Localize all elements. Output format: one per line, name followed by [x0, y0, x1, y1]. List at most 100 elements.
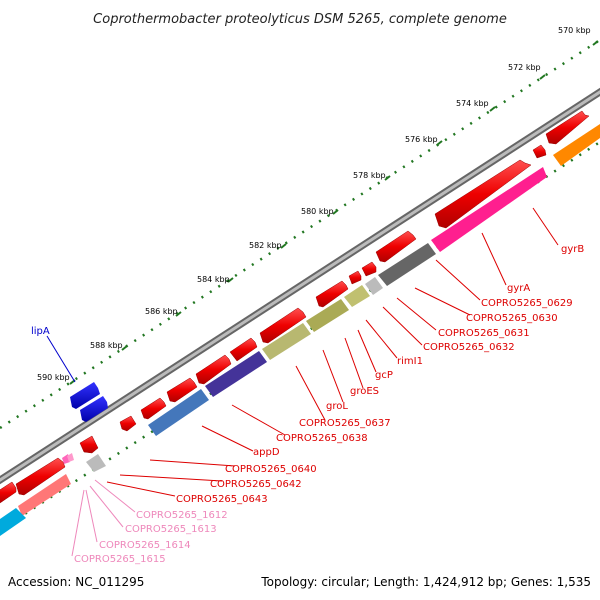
- leader-line: [396, 297, 437, 331]
- leader-line: [71, 489, 85, 557]
- genome-backbone: [0, 87, 600, 485]
- gene-label: COPRO5265_0643: [176, 494, 268, 505]
- forward-strand-genes: [0, 110, 590, 504]
- leader-line: [94, 479, 136, 513]
- gene-label: COPRO5265_0640: [225, 464, 317, 475]
- gene-arrow: [348, 270, 362, 285]
- gene-labels: gyrB gyrA COPRO5265_0629 COPRO5265_0630 …: [31, 244, 584, 565]
- gene-arrow: [15, 457, 66, 496]
- leader-line: [231, 404, 286, 436]
- leader-line: [435, 259, 481, 301]
- gene-arrow: [205, 351, 267, 397]
- gene-arrow: [166, 377, 198, 403]
- scale-tick-label: 584 kbp: [197, 275, 230, 284]
- gene-arrow: [315, 280, 349, 308]
- gene-label: groES: [350, 386, 379, 397]
- topology-summary: Topology: circular; Length: 1,424,912 bp…: [260, 575, 591, 589]
- gene-arrow: [0, 508, 26, 536]
- leader-line: [414, 287, 471, 316]
- leader-line: [119, 474, 223, 482]
- scale-tick-label: 580 kbp: [301, 207, 334, 216]
- gene-label: gyrB: [561, 244, 584, 255]
- gene-arrow: [545, 110, 590, 145]
- scale-tick-mark: [121, 345, 128, 351]
- gene-label: COPRO5265_1613: [125, 524, 217, 535]
- map-title: Coprothermobacter proteolyticus DSM 5265…: [93, 12, 507, 27]
- gene-label: COPRO5265_0632: [423, 342, 515, 353]
- label-leader-lines: [46, 207, 559, 557]
- leader-line: [85, 489, 98, 543]
- gene-arrow: [148, 389, 209, 436]
- leader-line: [322, 349, 344, 403]
- gene-arrow: [365, 277, 383, 295]
- outer-scale-ring: [0, 38, 600, 430]
- gene-label: COPRO5265_0631: [438, 328, 530, 339]
- gene-label: rimI1: [397, 356, 423, 367]
- gene-arrow: [431, 167, 547, 252]
- scale-tick-label: 576 kbp: [405, 135, 438, 144]
- scale-tick-mark: [175, 311, 182, 317]
- small-gene-markers: [62, 453, 106, 472]
- leader-line: [106, 481, 176, 497]
- gene-label: groL: [326, 401, 348, 412]
- scale-tick-mark: [489, 106, 496, 112]
- gene-arrow: [259, 307, 307, 344]
- gene-label: COPRO5265_0637: [299, 418, 391, 429]
- scale-tick-mark: [227, 277, 234, 283]
- leader-line: [295, 365, 326, 421]
- gene-arrow: [119, 415, 137, 432]
- leader-line: [46, 335, 76, 383]
- gene-label: gcP: [375, 370, 393, 381]
- leader-line: [532, 207, 559, 246]
- gene-arrow: [80, 396, 108, 422]
- scale-tick-mark: [436, 140, 443, 146]
- scale-tick-label: 570 kbp: [558, 26, 591, 35]
- gene-arrow: [375, 230, 417, 263]
- scale-tick-mark: [332, 209, 339, 215]
- gene-arrow: [67, 453, 74, 462]
- reverse-strand-genes: [0, 124, 600, 536]
- gene-label: COPRO5265_0630: [466, 313, 558, 324]
- gene-arrow: [195, 354, 232, 385]
- gene-arrow: [434, 159, 532, 229]
- scale-tick-mark: [280, 243, 287, 249]
- leader-line: [201, 425, 254, 452]
- scale-tick-mark: [592, 40, 599, 46]
- leader-line: [382, 306, 423, 346]
- gene-arrow: [553, 124, 600, 166]
- leader-line: [365, 319, 398, 359]
- gene-label: COPRO5265_0629: [481, 298, 573, 309]
- scale-tick-mark: [384, 175, 391, 181]
- gene-arrow: [378, 243, 436, 286]
- scale-tick-label: 578 kbp: [353, 171, 386, 180]
- accession-text: Accession: NC_011295: [8, 575, 144, 589]
- gene-arrow: [344, 285, 370, 307]
- gene-label: COPRO5265_0638: [276, 433, 368, 444]
- gene-arrow: [262, 323, 311, 360]
- gene-arrow: [79, 435, 99, 454]
- leader-line: [481, 232, 507, 286]
- gene-arrow: [361, 261, 377, 277]
- scale-ticks: 570 kbp 572 kbp 574 kbp 576 kbp 578 kbp …: [37, 26, 599, 385]
- scale-tick-label: 588 kbp: [90, 341, 123, 350]
- scale-tick-label: 582 kbp: [249, 241, 282, 250]
- gene-arrow: [140, 397, 167, 420]
- leader-line: [149, 459, 236, 467]
- scale-tick-label: 574 kbp: [456, 99, 489, 108]
- gene-label: COPRO5265_0642: [210, 479, 302, 490]
- gene-arrow: [306, 299, 349, 332]
- gene-arrow: [0, 481, 17, 504]
- gene-label: gyrA: [507, 283, 530, 294]
- scale-tick-label: 586 kbp: [145, 307, 178, 316]
- gene-arrow: [229, 337, 258, 362]
- lipa-genes: [70, 382, 108, 422]
- gene-label: COPRO5265_1614: [99, 540, 191, 551]
- leader-line: [89, 485, 124, 528]
- gene-arrow: [18, 474, 71, 516]
- gene-arrow: [532, 144, 547, 159]
- gene-arrow: [70, 382, 100, 409]
- gene-label: appD: [253, 447, 280, 458]
- gene-label: COPRO5265_1615: [74, 554, 166, 565]
- leader-line: [357, 329, 377, 373]
